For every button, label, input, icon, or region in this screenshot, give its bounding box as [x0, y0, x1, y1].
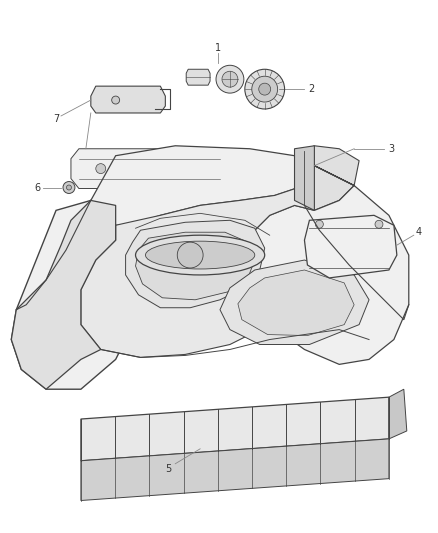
Polygon shape	[389, 389, 407, 439]
Circle shape	[63, 182, 75, 193]
Polygon shape	[238, 270, 354, 336]
Circle shape	[177, 242, 203, 268]
Polygon shape	[294, 146, 314, 211]
Polygon shape	[126, 220, 265, 308]
Polygon shape	[81, 397, 389, 461]
Polygon shape	[91, 86, 165, 113]
Polygon shape	[91, 146, 314, 225]
Text: 1: 1	[215, 43, 221, 53]
Circle shape	[259, 83, 271, 95]
Circle shape	[252, 76, 278, 102]
Polygon shape	[294, 146, 359, 211]
Polygon shape	[71, 149, 228, 189]
Circle shape	[245, 69, 285, 109]
Polygon shape	[304, 215, 397, 278]
Circle shape	[222, 71, 238, 87]
Circle shape	[216, 65, 244, 93]
Polygon shape	[186, 69, 210, 85]
Circle shape	[201, 165, 208, 172]
Ellipse shape	[145, 241, 255, 269]
Polygon shape	[245, 166, 409, 365]
Circle shape	[315, 220, 323, 228]
Circle shape	[67, 185, 71, 190]
Polygon shape	[135, 232, 255, 300]
Polygon shape	[11, 200, 116, 389]
Polygon shape	[11, 200, 145, 389]
Circle shape	[112, 96, 120, 104]
Polygon shape	[81, 439, 389, 500]
Text: 3: 3	[388, 144, 394, 154]
Text: 4: 4	[416, 227, 422, 237]
Polygon shape	[81, 185, 314, 358]
Text: 2: 2	[308, 84, 314, 94]
Circle shape	[375, 220, 383, 228]
Text: 5: 5	[165, 464, 171, 474]
Circle shape	[96, 164, 106, 174]
Text: 7: 7	[53, 114, 59, 124]
Text: 6: 6	[34, 182, 40, 192]
Polygon shape	[220, 260, 369, 344]
Ellipse shape	[135, 235, 265, 275]
